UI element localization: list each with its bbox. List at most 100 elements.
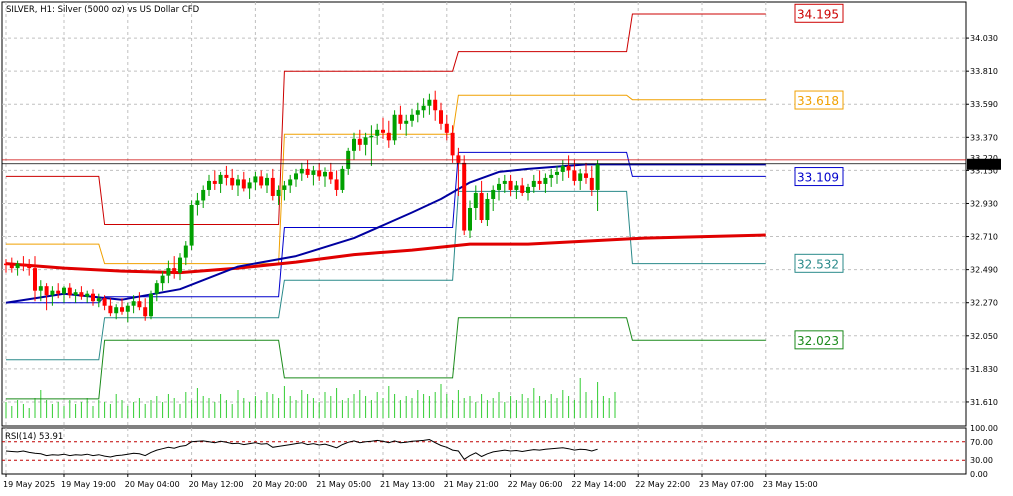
candle <box>317 162 322 181</box>
time-tick-label-6: 21 May 13:00 <box>380 480 435 489</box>
candle-body <box>537 180 542 184</box>
candle <box>166 260 171 284</box>
candle <box>38 280 43 302</box>
price-tick-label-7: 32.490 <box>970 266 998 275</box>
candle <box>566 155 571 178</box>
candle <box>427 93 432 115</box>
steps-green-line <box>6 317 766 400</box>
main-pane-frame <box>1 1 967 427</box>
candle-body <box>520 185 525 193</box>
candle <box>404 114 409 136</box>
level-label-0: 34.195 <box>797 7 839 21</box>
level-label-box-1 <box>794 90 844 110</box>
candle <box>62 286 66 303</box>
candle-body <box>137 301 142 308</box>
candle <box>195 192 200 216</box>
candle <box>323 167 327 187</box>
candle-body <box>584 173 588 178</box>
candle-body <box>178 257 182 273</box>
candle <box>578 168 583 190</box>
candle-body <box>450 132 455 156</box>
candle-body <box>33 268 37 291</box>
candle <box>543 173 548 193</box>
candle-body <box>340 168 345 190</box>
candle-body <box>497 183 501 190</box>
level-label-3: 32.532 <box>797 257 839 271</box>
candle-body <box>410 114 414 121</box>
candle <box>96 293 101 308</box>
candle-body <box>369 135 374 138</box>
candle-body <box>514 185 519 190</box>
candle <box>207 174 211 196</box>
candle <box>241 171 246 192</box>
candle <box>363 132 368 156</box>
candle-body <box>253 176 258 183</box>
candle-body <box>468 207 472 231</box>
price-tick-label-0: 34.030 <box>970 34 998 43</box>
candle-body <box>102 298 107 306</box>
candle <box>212 170 217 190</box>
candle-body <box>311 170 316 175</box>
candle <box>334 170 339 196</box>
level-label-1: 33.618 <box>797 94 839 108</box>
rsi-pane-frame <box>1 427 967 475</box>
candle-body <box>276 189 281 196</box>
candle <box>369 125 374 166</box>
time-tick-label-11: 23 May 07:00 <box>699 480 754 489</box>
price-tick-label-9: 32.050 <box>970 332 998 341</box>
volume-bars <box>5 378 616 418</box>
candle-body <box>4 263 8 266</box>
grid <box>2 2 966 474</box>
candle <box>4 259 8 273</box>
bid-price-value: 33.220 <box>970 154 998 163</box>
candle-body <box>508 180 513 190</box>
rsi-tick-label-0: 100.00 <box>970 424 998 433</box>
candle-body <box>85 293 90 297</box>
steps-orange-line <box>6 94 766 265</box>
candle-body <box>154 283 159 294</box>
candle <box>560 159 565 181</box>
candle <box>50 286 55 306</box>
candle-body <box>363 137 368 145</box>
candle-body <box>195 200 200 205</box>
candle <box>91 289 95 306</box>
candle-body <box>96 298 101 302</box>
candle-body <box>91 293 95 302</box>
candle-body <box>398 114 403 124</box>
candle <box>108 298 113 317</box>
candle-body <box>485 198 490 221</box>
candle <box>491 185 496 211</box>
candle-body <box>531 180 536 187</box>
price-tick-label-1: 33.810 <box>970 67 998 76</box>
ma-red-line <box>5 233 766 275</box>
price-tick-label-6: 32.710 <box>970 233 998 242</box>
candle-body <box>375 129 380 136</box>
candle-body <box>433 99 438 111</box>
candle-body <box>381 129 385 133</box>
candle-body <box>352 138 356 151</box>
level-label-box-2 <box>794 167 844 187</box>
candle-body <box>317 170 322 177</box>
candle <box>305 159 310 178</box>
price-tick-label-5: 32.930 <box>970 199 998 208</box>
candle <box>259 170 264 189</box>
candle <box>531 174 536 193</box>
candle-body <box>224 174 229 178</box>
candle <box>537 170 542 190</box>
candle-body <box>288 179 293 186</box>
candle <box>520 177 525 196</box>
ma-blue-line <box>5 163 766 304</box>
candle <box>410 108 414 127</box>
candle-body <box>549 174 554 178</box>
candle <box>398 105 403 130</box>
candle-body <box>595 164 600 190</box>
candle <box>439 102 443 130</box>
price-tick-label-10: 31.830 <box>970 365 998 374</box>
candle-body <box>502 180 507 184</box>
candle <box>433 90 438 121</box>
candle-body <box>323 171 327 177</box>
candle <box>172 256 177 279</box>
candle <box>526 183 530 201</box>
candle-body <box>299 168 304 174</box>
candle-body <box>589 177 594 190</box>
